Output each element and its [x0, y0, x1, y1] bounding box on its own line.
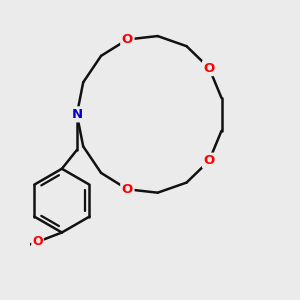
Text: O: O	[32, 236, 43, 248]
Text: O: O	[203, 61, 215, 75]
Text: O: O	[122, 33, 133, 46]
Text: N: N	[71, 108, 82, 121]
Text: O: O	[203, 154, 215, 167]
Text: O: O	[122, 183, 133, 196]
